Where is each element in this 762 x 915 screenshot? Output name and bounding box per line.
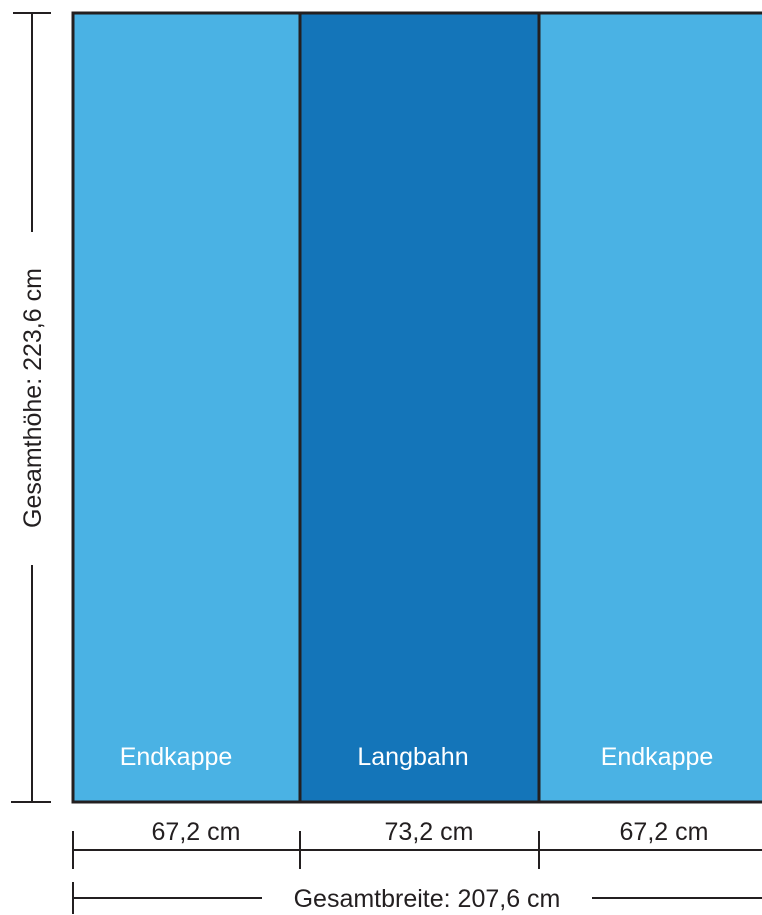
panel-endkappe-left bbox=[71, 11, 302, 804]
panel-label-langbahn: Langbahn bbox=[357, 743, 468, 771]
height-dimension: Gesamthöhe: 223,6 cm bbox=[11, 12, 51, 803]
panel-width-label-center: 73,2 cm bbox=[385, 818, 474, 846]
panel-width-label-left: 67,2 cm bbox=[152, 818, 241, 846]
panel-width-label-right: 67,2 cm bbox=[620, 818, 709, 846]
height-dim-label: Gesamthöhe: 223,6 cm bbox=[19, 268, 47, 528]
total-width-dimension: Gesamtbreite: 207,6 cm bbox=[72, 882, 762, 914]
panel-label-endkappe-right: Endkappe bbox=[601, 743, 714, 771]
total-width-label: Gesamtbreite: 207,6 cm bbox=[294, 885, 561, 913]
panel-label-endkappe-left: Endkappe bbox=[120, 743, 233, 771]
panels-group: Endkappe Langbahn Endkappe bbox=[71, 11, 762, 804]
panel-langbahn-center bbox=[298, 11, 541, 804]
panel-width-dimensions: 67,2 cm 73,2 cm 67,2 cm bbox=[72, 818, 762, 869]
panel-endkappe-right bbox=[537, 11, 762, 804]
